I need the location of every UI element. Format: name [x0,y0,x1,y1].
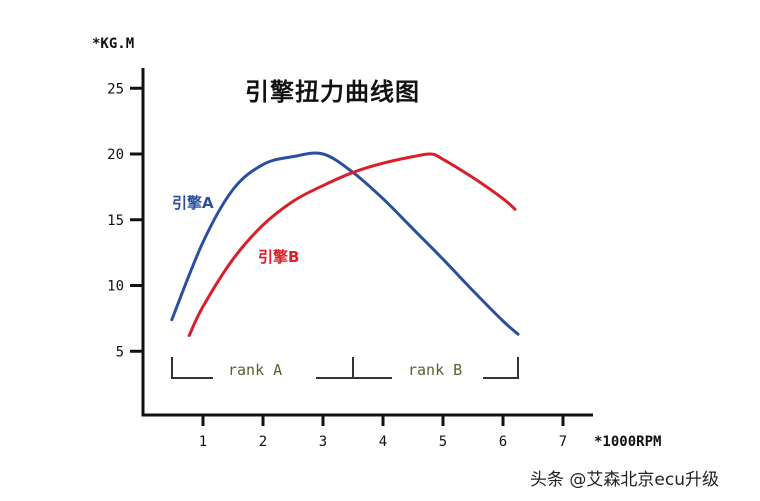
rank-bracket [483,357,519,379]
y-axis-unit: *KG.M [92,36,134,52]
x-tick-label: 3 [319,434,327,450]
series-lines [170,151,520,337]
x-tick-label: 5 [439,434,447,450]
watermark: 头条 @艾森北京ecu升级 [530,470,719,490]
chart-title: 引擎扭力曲线图 [245,78,420,106]
y-tick-label: 20 [107,147,124,163]
rank-bracket [352,357,392,379]
series-line-b [187,152,517,337]
x-tick-label: 4 [379,434,387,450]
x-tick-label: 7 [559,434,567,450]
rank-brackets [171,357,519,379]
series-label-b: 引擎B [258,248,299,266]
rank-b-label: rank B [408,361,462,379]
rank-a-label: rank A [228,361,282,379]
x-tick-label: 1 [199,434,207,450]
series-label-a: 引擎A [172,194,214,212]
axis-ticks: 5 10 15 20 25 1 2 3 4 5 6 7 [107,81,567,450]
y-tick-label: 10 [107,279,124,295]
x-tick-label: 6 [499,434,507,450]
x-tick-label: 2 [259,434,267,450]
axis-lines [141,68,593,417]
x-axis-unit: *1000RPM [594,434,661,450]
rank-bracket [171,357,213,379]
y-tick-label: 15 [107,213,124,229]
axes [141,68,593,417]
y-tick-label: 25 [107,81,124,97]
series-line-a [170,151,520,336]
y-tick-label: 5 [116,344,124,360]
